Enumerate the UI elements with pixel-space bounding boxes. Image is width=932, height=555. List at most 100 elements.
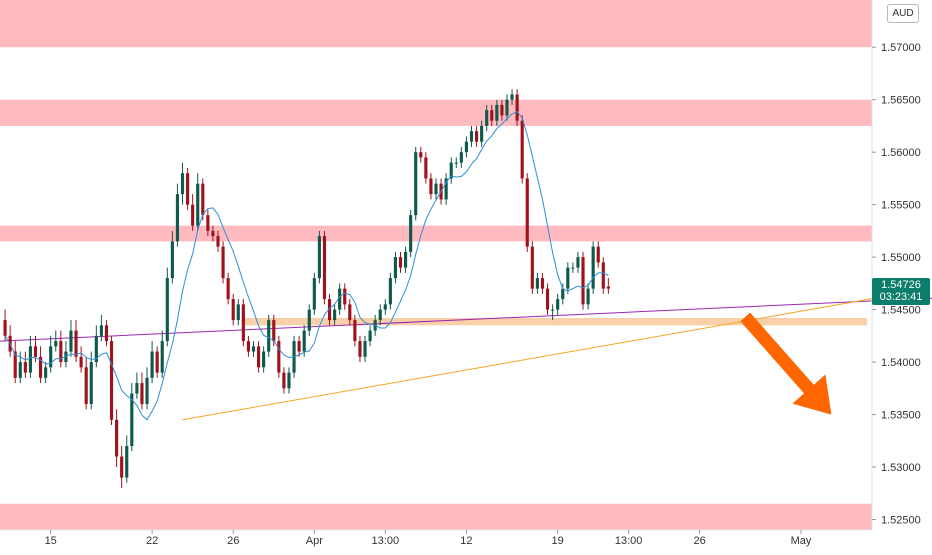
candle: [23, 351, 27, 378]
candle-body: [267, 320, 271, 352]
candle-body: [606, 286, 610, 289]
candles-layer: [3, 89, 610, 489]
candle-body: [44, 367, 48, 378]
price-tick-label: 1.55000: [881, 252, 921, 264]
time-tick-label: 13:00: [372, 535, 400, 547]
candle: [424, 152, 428, 184]
candle: [307, 304, 311, 336]
candle-body: [601, 262, 605, 289]
candle: [596, 241, 600, 268]
candle-body: [277, 341, 281, 373]
candle-body: [343, 288, 347, 305]
candle-body: [383, 304, 387, 310]
candle: [454, 157, 458, 168]
candle: [510, 89, 514, 105]
candle: [591, 241, 595, 294]
countdown-timer: 03:23:41: [879, 291, 923, 303]
candle: [368, 325, 372, 347]
candle: [556, 293, 560, 315]
candle-body: [135, 383, 139, 394]
time-tick-label: May: [791, 535, 812, 547]
candle-body: [120, 456, 124, 478]
candle-body: [480, 125, 484, 142]
candle-body: [125, 446, 129, 478]
candle: [540, 272, 545, 294]
moving-average-line: [4, 110, 609, 421]
candle: [297, 335, 301, 357]
candle: [358, 335, 362, 363]
candle: [449, 157, 453, 184]
candle: [125, 435, 129, 483]
candle-body: [485, 110, 489, 126]
candle-body: [581, 257, 585, 305]
candle: [241, 299, 245, 347]
candle: [150, 341, 154, 384]
resistance-zone: [0, 225, 872, 242]
horizontal-line: [0, 297, 932, 342]
moving-average-layer: [4, 110, 609, 421]
candle: [566, 262, 570, 294]
candle: [322, 230, 327, 305]
candle-body: [287, 372, 291, 389]
price-axis[interactable]: 1.52500 1.53000 1.53500 1.54000 1.54500 1.550…: [872, 42, 921, 527]
candle: [459, 146, 463, 168]
candle-body: [236, 304, 240, 321]
candle-body: [38, 356, 43, 378]
candle: [419, 146, 423, 163]
last-price-value: 1.54726: [881, 279, 921, 291]
candle: [155, 346, 159, 378]
candle-body: [591, 246, 595, 289]
candle-body: [388, 278, 392, 305]
candle-body: [363, 341, 367, 357]
candle: [327, 293, 332, 326]
candle: [186, 167, 190, 210]
candle-body: [130, 393, 134, 447]
time-tick-label: 22: [146, 535, 158, 547]
candle-body: [84, 367, 88, 405]
candle-body: [358, 341, 362, 357]
candle-body: [251, 346, 256, 352]
candle: [586, 283, 590, 310]
resistance-zone: [0, 503, 872, 530]
candle: [115, 409, 119, 468]
candle: [99, 314, 103, 342]
candle-body: [398, 257, 403, 268]
support-zone: [243, 318, 867, 326]
last-price-label: 1.54726 03:23:41: [872, 278, 930, 305]
candle: [434, 178, 438, 200]
resistance-zone: [0, 0, 872, 48]
candle: [393, 251, 398, 284]
candle-body: [282, 372, 286, 389]
candle: [221, 241, 225, 284]
price-tick-label: 1.54500: [881, 305, 921, 317]
candle-body: [419, 152, 423, 158]
candle: [333, 304, 337, 326]
candle: [84, 356, 88, 410]
candle-body: [18, 362, 22, 378]
candle: [175, 183, 180, 247]
candle: [262, 346, 266, 373]
time-axis[interactable]: 15 22 26 Apr 13:00 12 19 13:00 26 May: [45, 530, 812, 547]
candle: [464, 136, 468, 158]
candle: [160, 330, 164, 378]
candle-body: [464, 141, 468, 153]
candle: [388, 272, 392, 310]
candle-body: [540, 278, 545, 289]
candle: [89, 351, 93, 410]
candle: [545, 283, 550, 315]
candle: [196, 173, 200, 231]
price-tick-label: 1.54000: [881, 357, 921, 369]
currency-button[interactable]: AUD: [887, 4, 919, 23]
candle-body: [3, 320, 7, 336]
lines-layer: [0, 290, 932, 421]
candle: [145, 367, 149, 410]
candle: [429, 173, 433, 200]
price-tick-label: 1.52500: [881, 515, 921, 527]
candle-body: [231, 299, 235, 321]
candle: [378, 304, 382, 326]
candle: [28, 335, 32, 378]
candle: [312, 272, 316, 315]
candle-body: [13, 351, 17, 378]
candle-body: [115, 419, 119, 457]
